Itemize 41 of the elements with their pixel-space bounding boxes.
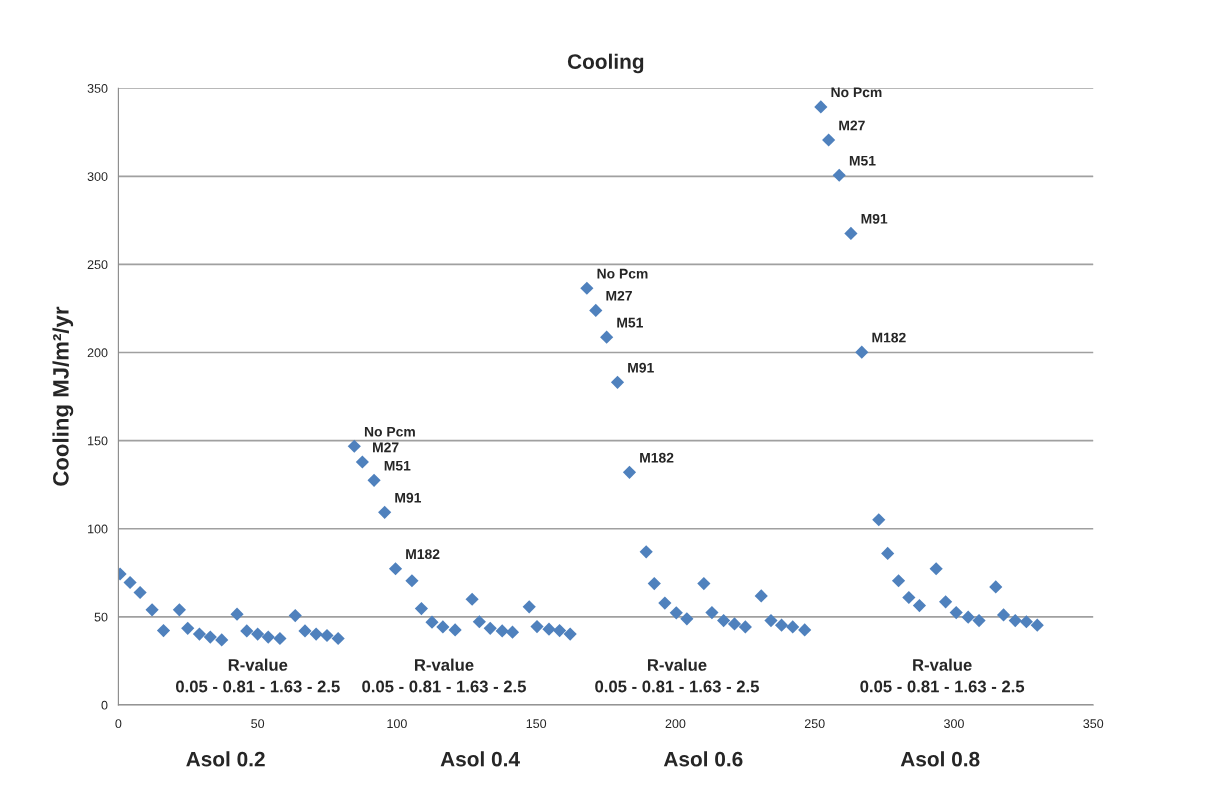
y-tick-label: 350 xyxy=(87,84,108,93)
y-axis-title: Cooling MJ/m²/yr xyxy=(52,306,74,486)
text: Asol 0.4 xyxy=(440,751,520,767)
y-tick-label: 50 xyxy=(94,612,108,622)
y-tick-label: 200 xyxy=(87,348,108,358)
x-tick-label: 300 xyxy=(944,719,964,729)
annotation: M91 xyxy=(861,213,888,224)
annotation: M51 xyxy=(384,460,411,471)
text: Asol 0.2 xyxy=(186,751,265,767)
y-tick-label: 150 xyxy=(88,436,108,446)
x-tick-label: 100 xyxy=(387,719,407,729)
annotation: M182 xyxy=(872,332,906,343)
y-tick-label: 250 xyxy=(87,260,108,270)
x-tick-label: 200 xyxy=(665,719,686,729)
annotation: M51 xyxy=(617,317,643,328)
annotation: M27 xyxy=(373,442,399,453)
y-tick-label: 0 xyxy=(101,700,108,710)
annotation: R-value 0.05 - 0.81 - 1.63 - 2.5 xyxy=(362,658,526,693)
x-tick-label: 50 xyxy=(251,719,265,729)
x-tick-label: 250 xyxy=(804,719,825,729)
text: Asol 0.6 xyxy=(663,751,743,767)
x-tick-label: 150 xyxy=(526,719,547,729)
annotation: R-value 0.05 - 0.81 - 1.63 - 2.5 xyxy=(595,658,759,693)
annotation: No Pcm xyxy=(364,426,415,437)
annotation: No Pcm xyxy=(597,268,648,279)
y-tick-label: 100 xyxy=(88,524,108,534)
chart-title: Cooling xyxy=(567,53,644,74)
annotation: M51 xyxy=(849,155,876,166)
x-tick-label: 0 xyxy=(115,719,122,729)
annotation: M182 xyxy=(640,452,674,463)
annotation: M27 xyxy=(606,290,632,301)
annotation: No Pcm xyxy=(831,87,882,98)
annotation: M91 xyxy=(628,362,654,373)
x-tick-label: 350 xyxy=(1083,719,1104,729)
annotation: R-value 0.05 - 0.81 - 1.63 - 2.5 xyxy=(860,658,1025,693)
annotation: M27 xyxy=(839,120,865,131)
text: Asol 0.8 xyxy=(900,751,980,767)
annotation: M91 xyxy=(395,492,422,503)
y-tick-label: 300 xyxy=(87,172,108,181)
annotation: M182 xyxy=(406,549,440,560)
annotation: R-value 0.05 - 0.81 - 1.63 - 2.5 xyxy=(176,658,340,693)
